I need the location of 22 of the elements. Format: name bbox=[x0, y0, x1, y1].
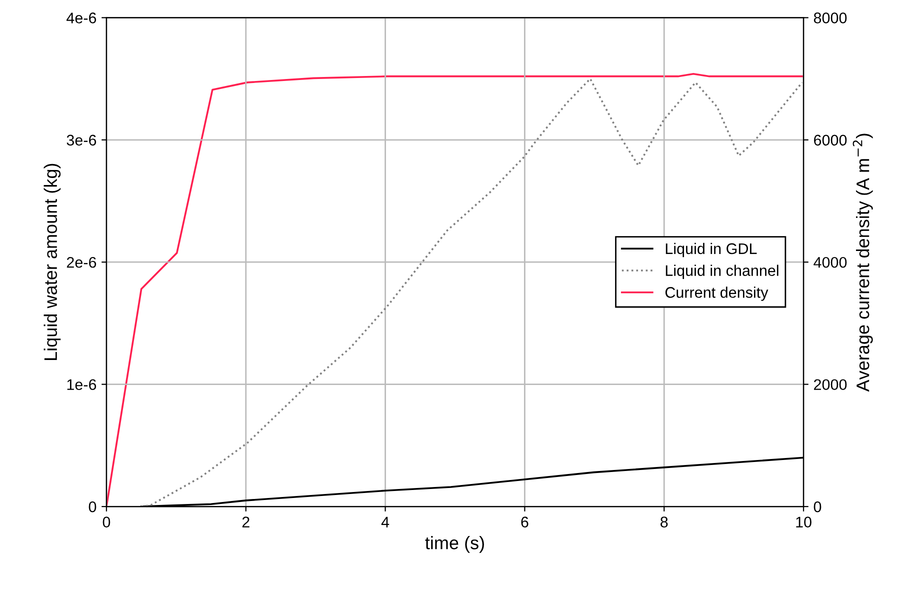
x-tick-label: 6 bbox=[521, 516, 528, 528]
legend-label: Liquid in GDL bbox=[666, 242, 757, 258]
y2-tick-label: 2000 bbox=[814, 379, 847, 390]
x-tick-label: 8 bbox=[660, 516, 668, 528]
y2-tick-label: 0 bbox=[814, 501, 822, 512]
y-tick-label: 1e-6 bbox=[67, 379, 96, 390]
y-axis-title: Liquid water amount (kg) bbox=[44, 164, 61, 360]
y2-tick-label: 4000 bbox=[814, 256, 847, 268]
legend-label: Liquid in channel bbox=[666, 264, 778, 280]
y-tick-label: 3e-6 bbox=[66, 134, 96, 146]
y2-axis-title: Average current density (A m$^{−2}$) bbox=[852, 134, 873, 392]
y-tick-label: 2e-6 bbox=[66, 256, 96, 268]
x-tick-label: 0 bbox=[102, 516, 110, 528]
y2-tick-label: 8000 bbox=[814, 12, 847, 24]
x-tick-label: 10 bbox=[796, 516, 812, 528]
x-tick-label: 2 bbox=[242, 516, 250, 528]
y2-tick-label: 6000 bbox=[814, 134, 847, 146]
legend-label: Current density bbox=[665, 286, 768, 301]
y-tick-label: 4e-6 bbox=[66, 12, 96, 24]
x-axis-title: time (s) bbox=[425, 536, 484, 553]
x-tick-label: 4 bbox=[381, 516, 390, 528]
y-tick-label: 0 bbox=[88, 501, 96, 512]
